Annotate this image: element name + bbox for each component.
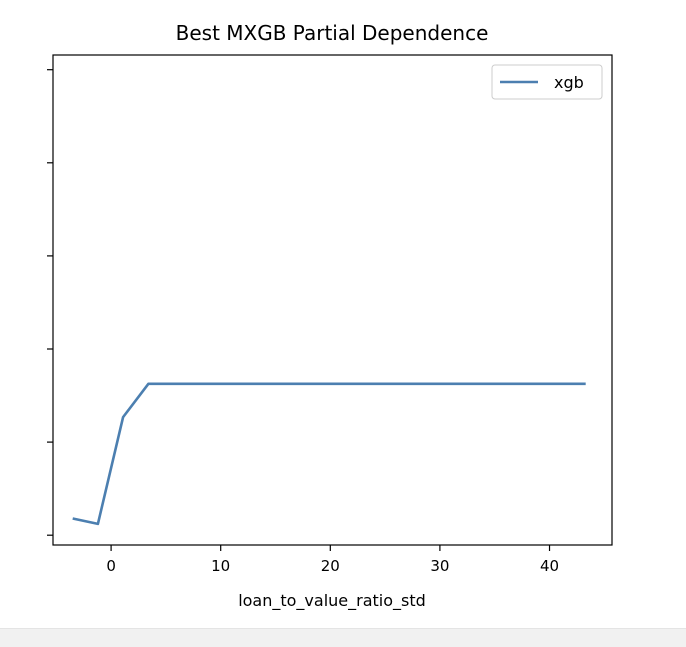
- series-layer: [72, 382, 586, 526]
- legend: xgb: [491, 64, 603, 100]
- x-tick-label: 20: [321, 557, 340, 575]
- x-axis-label: loan_to_value_ratio_std: [238, 591, 426, 611]
- plot-area: [52, 54, 613, 546]
- x-axis-ticks: 0 10 20 30 40: [106, 545, 559, 575]
- y-axis-ticks: [47, 69, 53, 536]
- axes-frame: [52, 54, 613, 546]
- legend-label: xgb: [554, 73, 584, 92]
- chart-title: Best MXGB Partial Dependence: [176, 21, 489, 45]
- x-tick-label: 40: [540, 557, 559, 575]
- x-tick-label: 0: [106, 557, 116, 575]
- x-tick-label: 10: [211, 557, 230, 575]
- series-line-xgb: [72, 382, 586, 526]
- bottom-scroll-area: [0, 628, 686, 647]
- chart-figure: Best MXGB Partial Dependence 0 10 20 30 40 l…: [47, 21, 613, 611]
- legend-box: [491, 64, 603, 100]
- x-tick-label: 30: [430, 557, 449, 575]
